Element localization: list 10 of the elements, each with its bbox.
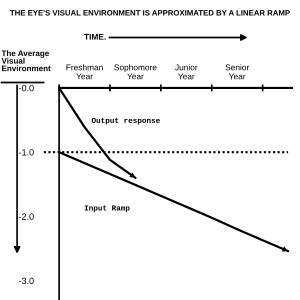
x-tick-label: Junior Year xyxy=(175,64,198,80)
x-tick-label: Sophomore Year xyxy=(114,64,157,80)
y-tick-label: -0.0 xyxy=(18,84,34,92)
y-tick-label: -3.0 xyxy=(18,278,34,284)
y-axis-title: The Average Visual Environment xyxy=(2,50,51,72)
x-axis-title: TIME. xyxy=(84,34,106,40)
y-tick-label: -1.0 xyxy=(18,149,34,156)
x-tick-label: Freshman Year xyxy=(66,64,103,80)
x-tick-label: Senior Year xyxy=(226,64,250,80)
y-tick-label: -2.0 xyxy=(18,213,34,220)
